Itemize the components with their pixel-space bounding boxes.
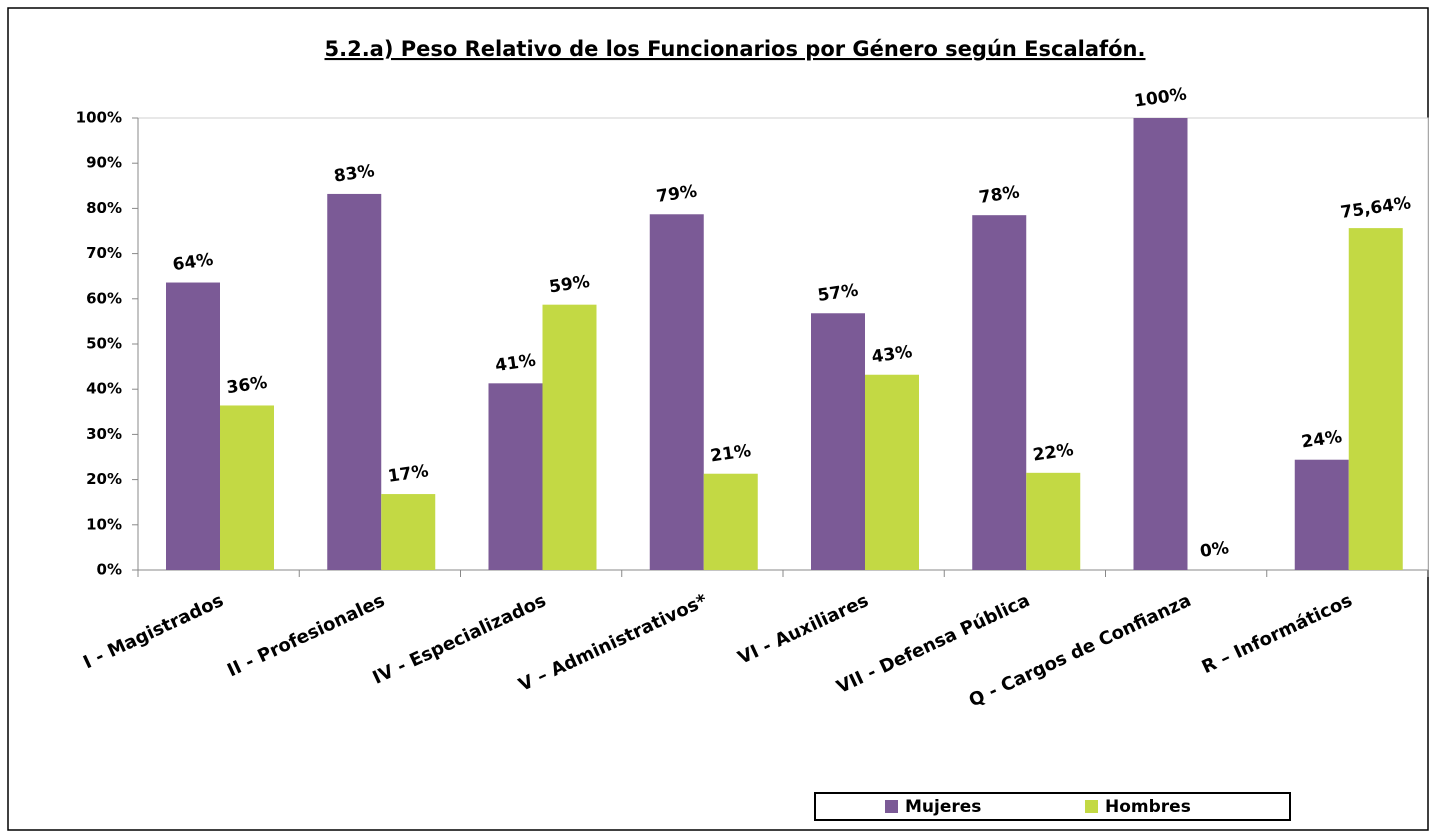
- legend-swatch: [1085, 800, 1098, 813]
- bar: [1026, 472, 1081, 570]
- y-tick-label: 90%: [86, 154, 122, 172]
- bar: [220, 405, 274, 570]
- chart-title: 5.2.a) Peso Relativo de los Funcionarios…: [325, 37, 1146, 61]
- bar: [542, 304, 597, 570]
- bar: [327, 193, 382, 570]
- bar: [166, 282, 220, 570]
- y-tick-label: 100%: [76, 109, 122, 127]
- legend-swatch: [885, 800, 898, 813]
- y-tick-label: 80%: [86, 199, 122, 217]
- y-tick-label: 0%: [97, 561, 122, 579]
- value-label: 0%: [1199, 538, 1230, 562]
- bar: [972, 215, 1027, 570]
- bar: [703, 473, 758, 570]
- bar: [1348, 228, 1403, 571]
- y-tick-label: 20%: [86, 470, 122, 488]
- y-tick-label: 60%: [86, 289, 122, 307]
- bar: [1294, 459, 1349, 570]
- y-tick-label: 30%: [86, 425, 122, 443]
- bar: [1133, 118, 1188, 570]
- legend-label: Mujeres: [905, 797, 981, 817]
- y-tick-label: 70%: [86, 244, 122, 262]
- bar: [811, 313, 865, 570]
- bar: [488, 383, 543, 570]
- y-tick-label: 40%: [86, 380, 122, 398]
- legend-label: Hombres: [1105, 797, 1191, 817]
- bar: [649, 214, 704, 570]
- y-tick-label: 10%: [86, 515, 122, 533]
- bar: [381, 494, 436, 570]
- bar: [865, 374, 919, 570]
- y-tick-label: 50%: [86, 335, 122, 353]
